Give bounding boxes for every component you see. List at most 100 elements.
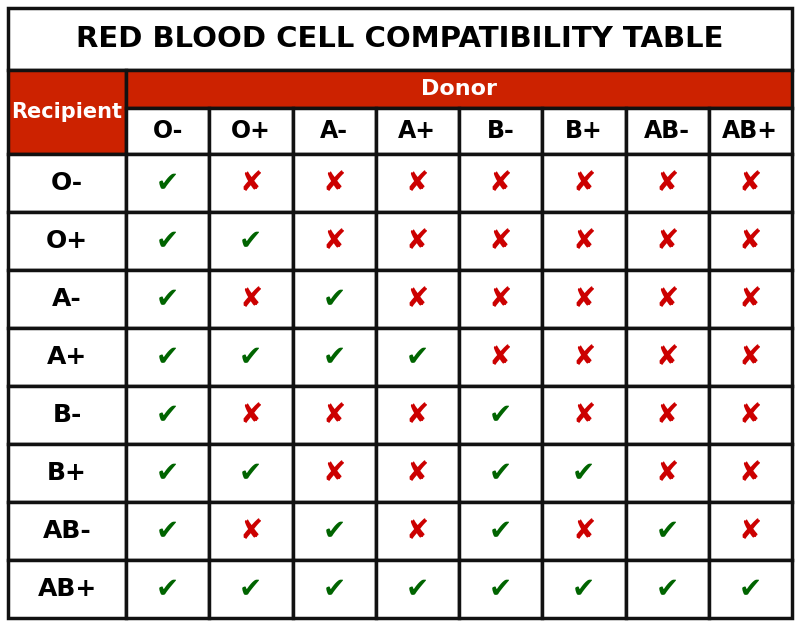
FancyBboxPatch shape [376, 560, 459, 618]
Text: B-: B- [52, 403, 82, 427]
FancyBboxPatch shape [210, 502, 293, 560]
Text: ✘: ✘ [239, 169, 262, 197]
FancyBboxPatch shape [8, 70, 126, 154]
FancyBboxPatch shape [376, 154, 459, 212]
Text: ✔: ✔ [322, 575, 346, 603]
FancyBboxPatch shape [376, 386, 459, 444]
FancyBboxPatch shape [626, 108, 709, 154]
FancyBboxPatch shape [542, 212, 626, 270]
Text: ✘: ✘ [655, 401, 678, 429]
FancyBboxPatch shape [709, 154, 792, 212]
FancyBboxPatch shape [126, 444, 210, 502]
Text: ✘: ✘ [738, 285, 762, 313]
Text: ✘: ✘ [738, 169, 762, 197]
FancyBboxPatch shape [459, 154, 542, 212]
Text: ✔: ✔ [156, 169, 179, 197]
FancyBboxPatch shape [293, 386, 376, 444]
Text: ✘: ✘ [406, 517, 429, 545]
FancyBboxPatch shape [126, 386, 210, 444]
Text: ✘: ✘ [489, 169, 512, 197]
FancyBboxPatch shape [376, 212, 459, 270]
Text: ✘: ✘ [239, 401, 262, 429]
FancyBboxPatch shape [8, 560, 126, 618]
Text: A-: A- [52, 287, 82, 311]
FancyBboxPatch shape [210, 154, 293, 212]
FancyBboxPatch shape [709, 108, 792, 154]
Text: ✘: ✘ [489, 343, 512, 371]
FancyBboxPatch shape [8, 270, 126, 328]
Text: ✔: ✔ [322, 343, 346, 371]
Text: Donor: Donor [421, 79, 497, 99]
FancyBboxPatch shape [709, 328, 792, 386]
FancyBboxPatch shape [293, 444, 376, 502]
FancyBboxPatch shape [126, 560, 210, 618]
FancyBboxPatch shape [126, 70, 792, 108]
Text: ✘: ✘ [406, 285, 429, 313]
Text: ✘: ✘ [406, 169, 429, 197]
FancyBboxPatch shape [709, 270, 792, 328]
FancyBboxPatch shape [210, 108, 293, 154]
Text: Recipient: Recipient [11, 102, 122, 122]
FancyBboxPatch shape [459, 270, 542, 328]
FancyBboxPatch shape [8, 386, 126, 444]
FancyBboxPatch shape [709, 502, 792, 560]
Text: ✔: ✔ [156, 343, 179, 371]
Text: ✘: ✘ [738, 227, 762, 255]
FancyBboxPatch shape [376, 328, 459, 386]
FancyBboxPatch shape [210, 560, 293, 618]
Text: ✔: ✔ [406, 575, 429, 603]
FancyBboxPatch shape [459, 108, 542, 154]
Text: ✘: ✘ [572, 285, 595, 313]
Text: ✘: ✘ [489, 227, 512, 255]
FancyBboxPatch shape [293, 560, 376, 618]
Text: ✔: ✔ [156, 401, 179, 429]
Text: ✘: ✘ [322, 169, 346, 197]
Text: AB-: AB- [644, 119, 690, 143]
Text: ✔: ✔ [156, 227, 179, 255]
Text: ✘: ✘ [655, 343, 678, 371]
Text: ✘: ✘ [239, 285, 262, 313]
FancyBboxPatch shape [542, 270, 626, 328]
FancyBboxPatch shape [709, 212, 792, 270]
Text: ✔: ✔ [406, 343, 429, 371]
Text: ✘: ✘ [406, 459, 429, 487]
Text: ✔: ✔ [489, 401, 512, 429]
FancyBboxPatch shape [709, 386, 792, 444]
Text: RED BLOOD CELL COMPATIBILITY TABLE: RED BLOOD CELL COMPATIBILITY TABLE [76, 25, 724, 53]
Text: O-: O- [51, 171, 83, 195]
Text: ✔: ✔ [239, 227, 262, 255]
FancyBboxPatch shape [626, 560, 709, 618]
FancyBboxPatch shape [210, 212, 293, 270]
Text: ✘: ✘ [738, 343, 762, 371]
Text: ✘: ✘ [572, 169, 595, 197]
FancyBboxPatch shape [459, 444, 542, 502]
Text: AB+: AB+ [722, 119, 778, 143]
Text: AB+: AB+ [38, 577, 97, 601]
FancyBboxPatch shape [376, 108, 459, 154]
FancyBboxPatch shape [542, 502, 626, 560]
FancyBboxPatch shape [126, 108, 210, 154]
Text: ✘: ✘ [655, 169, 678, 197]
FancyBboxPatch shape [126, 154, 210, 212]
FancyBboxPatch shape [626, 154, 709, 212]
FancyBboxPatch shape [459, 386, 542, 444]
Text: ✔: ✔ [572, 575, 595, 603]
Text: O-: O- [153, 119, 183, 143]
FancyBboxPatch shape [542, 444, 626, 502]
Text: ✔: ✔ [239, 459, 262, 487]
FancyBboxPatch shape [709, 444, 792, 502]
Text: ✔: ✔ [322, 517, 346, 545]
FancyBboxPatch shape [8, 328, 126, 386]
FancyBboxPatch shape [626, 502, 709, 560]
Text: A-: A- [320, 119, 348, 143]
Text: ✘: ✘ [489, 285, 512, 313]
Text: ✔: ✔ [489, 575, 512, 603]
FancyBboxPatch shape [126, 502, 210, 560]
Text: ✔: ✔ [572, 459, 595, 487]
FancyBboxPatch shape [626, 386, 709, 444]
Text: ✘: ✘ [322, 459, 346, 487]
Text: ✘: ✘ [655, 285, 678, 313]
FancyBboxPatch shape [126, 270, 210, 328]
FancyBboxPatch shape [459, 328, 542, 386]
FancyBboxPatch shape [8, 8, 792, 70]
